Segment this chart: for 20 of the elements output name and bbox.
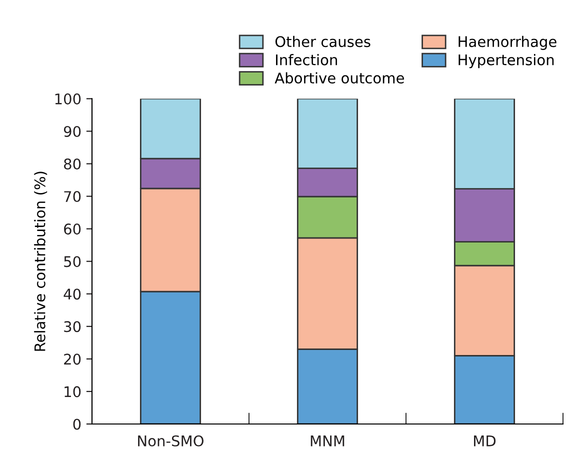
y-tick-label: 10 [64, 386, 81, 398]
x-tick-label: MD [474, 436, 496, 446]
y-tick-label: 100 [55, 93, 81, 104]
y-tick-label: 0 [73, 418, 81, 430]
y-tick-label: 20 [64, 354, 81, 365]
y-tick-label: 40 [64, 288, 81, 300]
y-tick-label: 60 [64, 224, 81, 235]
y-tick-label: 70 [64, 191, 81, 202]
legend-label: Other causes [275, 36, 370, 48]
y-axis-title: Relative contribution (%) [34, 172, 48, 351]
x-tick-label: MNM [310, 436, 344, 446]
x-tick-label: Non-SMO [138, 435, 204, 446]
y-tick-label: 30 [64, 321, 81, 332]
y-tick-label: 50 [64, 256, 81, 268]
legend-label: Haemorrhage [458, 36, 556, 50]
y-tick-label: 90 [64, 126, 81, 137]
y-tick-label: 80 [64, 158, 81, 170]
legend-label: Infection [276, 54, 337, 66]
legend-label: Hypertension [458, 54, 554, 68]
legend-label: Abortive outcome [274, 72, 404, 84]
